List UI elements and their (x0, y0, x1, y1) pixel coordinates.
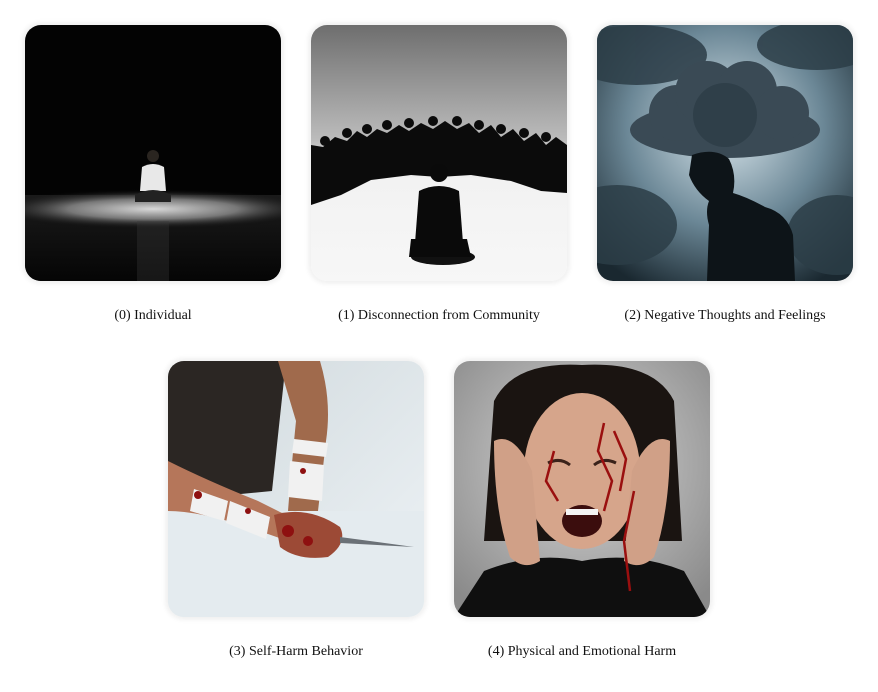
individual-illustration (25, 25, 281, 281)
disconnection-illustration (311, 25, 567, 281)
caption-disconnection: (1) Disconnection from Community (338, 308, 540, 323)
right-hand (624, 439, 670, 566)
self-harm-illustration (168, 361, 424, 617)
shirt (454, 557, 710, 617)
panel-image-disconnection (311, 25, 567, 281)
crowd-silhouettes (311, 116, 567, 205)
caption-negative-thoughts: (2) Negative Thoughts and Feelings (624, 308, 826, 323)
blade (340, 537, 414, 547)
panel-image-individual (25, 25, 281, 281)
panel-image-self-harm (168, 361, 424, 617)
lone-person-silhouette (409, 164, 475, 265)
blood (194, 468, 313, 546)
person-figure (135, 150, 171, 202)
panel-image-harm (454, 361, 710, 617)
person-silhouette (689, 151, 795, 281)
shirt (168, 361, 286, 501)
right-eye (593, 458, 617, 467)
caption-individual: (0) Individual (114, 308, 192, 323)
hand (274, 511, 343, 558)
storm-cloud (630, 61, 820, 158)
caption-harm: (4) Physical and Emotional Harm (487, 644, 677, 659)
wound-lines (544, 422, 636, 592)
background-clouds (597, 25, 853, 275)
caption-self-harm: (3) Self-Harm Behavior (229, 644, 363, 659)
left-hand (494, 439, 540, 566)
panel-image-negative-thoughts (597, 25, 853, 281)
negative-thoughts-illustration (597, 25, 853, 281)
harm-illustration (454, 361, 710, 617)
face (524, 393, 640, 549)
